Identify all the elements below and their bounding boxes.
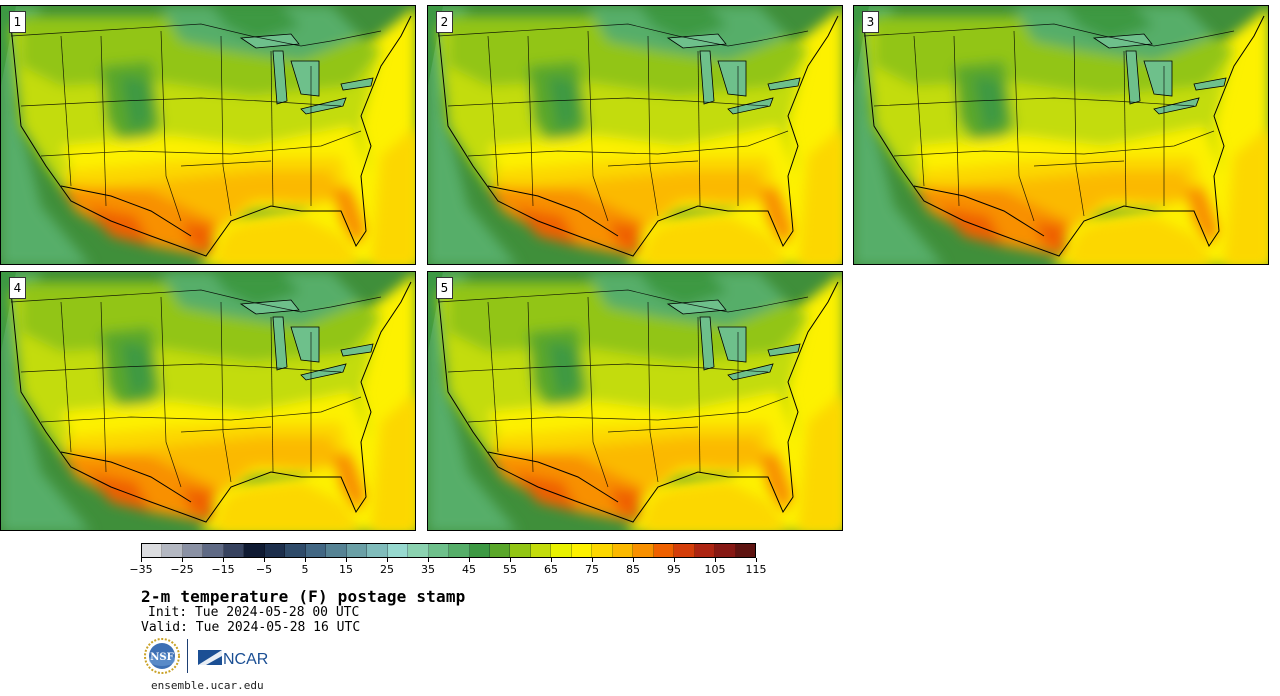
colorbar-tick-label: 105 bbox=[704, 563, 726, 576]
panel-number-label: 2 bbox=[436, 11, 453, 33]
colorbar-cell bbox=[530, 544, 552, 557]
colorbar-cell bbox=[674, 544, 695, 557]
svg-text:NCAR: NCAR bbox=[223, 651, 268, 668]
colorbar-cell bbox=[510, 544, 531, 557]
map-panel-5: 5 bbox=[427, 271, 843, 531]
colorbar-tick-label: 115 bbox=[745, 563, 767, 576]
colorbar-cell bbox=[387, 544, 409, 557]
colorbar-cell bbox=[346, 544, 368, 557]
colorbar-cell bbox=[285, 544, 306, 557]
colorbar-cell bbox=[735, 544, 756, 557]
colorbar-tick bbox=[182, 558, 183, 562]
colorbar-cell bbox=[489, 544, 511, 557]
colorbar-cell bbox=[162, 544, 183, 557]
colorbar-cell bbox=[469, 544, 490, 557]
temperature-map bbox=[854, 6, 1268, 264]
colorbar-tick bbox=[223, 558, 224, 562]
colorbar-cell bbox=[449, 544, 470, 557]
colorbar-tick bbox=[428, 558, 429, 562]
colorbar-tick bbox=[715, 558, 716, 562]
colorbar-cell bbox=[592, 544, 613, 557]
colorbar-cell bbox=[367, 544, 388, 557]
colorbar-cell bbox=[182, 544, 204, 557]
temperature-map bbox=[1, 6, 415, 264]
colorbar-tick bbox=[633, 558, 634, 562]
map-panel-2: 2 bbox=[427, 5, 843, 265]
colorbar-tick-label: 85 bbox=[626, 563, 640, 576]
colorbar-tick bbox=[510, 558, 511, 562]
website-url: ensemble.ucar.edu bbox=[151, 679, 264, 692]
valid-time: Valid: Tue 2024-05-28 16 UTC bbox=[141, 620, 361, 635]
colorbar-tick-label: −15 bbox=[211, 563, 235, 576]
colorbar-tick bbox=[551, 558, 552, 562]
colorbar-cell bbox=[571, 544, 593, 557]
colorbar-tick-label: 55 bbox=[503, 563, 517, 576]
colorbar-cell bbox=[326, 544, 347, 557]
colorbar-cell bbox=[612, 544, 634, 557]
logos: NSF NCAR bbox=[144, 637, 284, 675]
colorbar-cell bbox=[715, 544, 736, 557]
colorbar-cell bbox=[142, 544, 163, 557]
colorbar-tick-label: −5 bbox=[255, 563, 273, 576]
colorbar-cell bbox=[244, 544, 265, 557]
colorbar-cell bbox=[428, 544, 450, 557]
logo-divider bbox=[187, 639, 188, 673]
colorbar-cell bbox=[264, 544, 286, 557]
colorbar-tick bbox=[756, 558, 757, 562]
panel-number-label: 5 bbox=[436, 277, 453, 299]
colorbar-tick-label: 5 bbox=[301, 563, 309, 576]
colorbar-cell bbox=[203, 544, 224, 557]
colorbar-tick-label: 25 bbox=[380, 563, 394, 576]
figure-title: 2-m temperature (F) postage stamp bbox=[141, 587, 466, 606]
init-time: Init: Tue 2024-05-28 00 UTC bbox=[148, 605, 360, 620]
colorbar-tick bbox=[592, 558, 593, 562]
temperature-map bbox=[428, 6, 842, 264]
colorbar-tick bbox=[305, 558, 306, 562]
colorbar-cell bbox=[633, 544, 654, 557]
colorbar-cell bbox=[551, 544, 572, 557]
map-panel-4: 4 bbox=[0, 271, 416, 531]
colorbar-cell bbox=[305, 544, 327, 557]
map-panel-1: 1 bbox=[0, 5, 416, 265]
colorbar-tick-label: 75 bbox=[585, 563, 599, 576]
colorbar-tick-label: 45 bbox=[462, 563, 476, 576]
panel-number-label: 4 bbox=[9, 277, 26, 299]
colorbar-tick bbox=[674, 558, 675, 562]
colorbar-tick-label: −25 bbox=[170, 563, 194, 576]
colorbar-tick bbox=[346, 558, 347, 562]
map-panel-3: 3 bbox=[853, 5, 1269, 265]
colorbar-tick-label: 65 bbox=[544, 563, 558, 576]
colorbar-cell bbox=[408, 544, 429, 557]
colorbar-tick bbox=[264, 558, 265, 562]
colorbar-tick-label: 95 bbox=[667, 563, 681, 576]
colorbar-cell bbox=[694, 544, 716, 557]
colorbar-cell bbox=[653, 544, 675, 557]
colorbar-tick bbox=[469, 558, 470, 562]
panel-number-label: 1 bbox=[9, 11, 26, 33]
colorbar-tick-label: −35 bbox=[129, 563, 153, 576]
nsf-logo-icon: NSF bbox=[144, 638, 180, 674]
colorbar-ticks: −35 −25 −15 −5 5 15 25 35 45 55 65 75 85 95 105 115 bbox=[129, 558, 767, 580]
svg-text:NSF: NSF bbox=[150, 652, 173, 663]
temperature-colorbar bbox=[141, 543, 756, 558]
panel-number-label: 3 bbox=[862, 11, 879, 33]
colorbar-cell bbox=[223, 544, 245, 557]
colorbar-tick bbox=[387, 558, 388, 562]
colorbar-tick-label: 15 bbox=[339, 563, 353, 576]
colorbar-tick-label: 35 bbox=[421, 563, 435, 576]
temperature-map bbox=[428, 272, 842, 530]
colorbar-tick bbox=[141, 558, 142, 562]
temperature-map bbox=[1, 272, 415, 530]
ncar-logo-icon: NCAR bbox=[198, 650, 268, 668]
